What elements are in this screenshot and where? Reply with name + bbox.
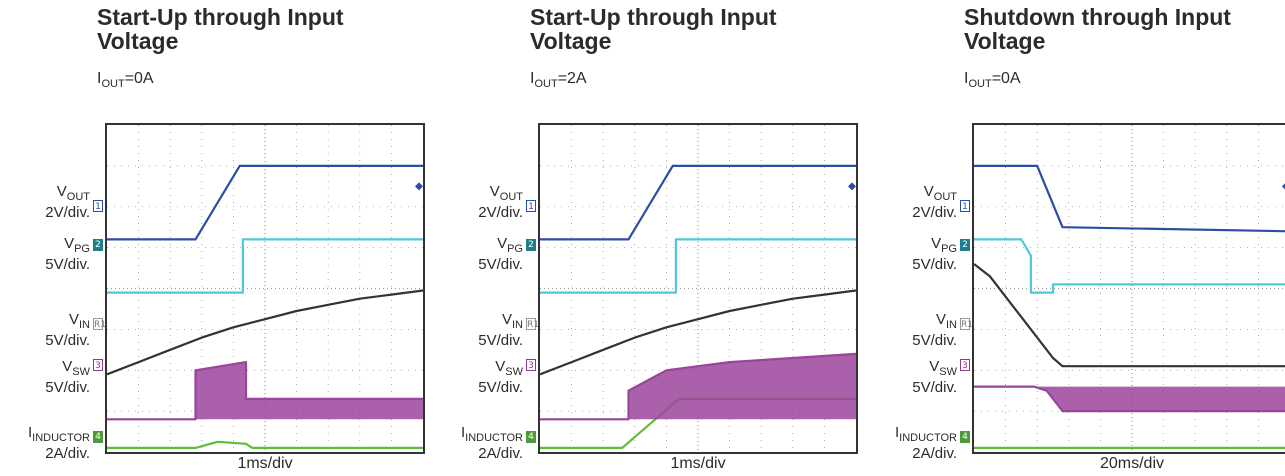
- channel-2-marker: 2: [93, 239, 103, 251]
- label-iinductor: IINDUCTOR 2A/div.: [460, 424, 523, 462]
- time-per-division: 1ms/div: [237, 455, 293, 472]
- trace-vpg: [974, 238, 1285, 294]
- label-vsw: VSW 5V/div.: [912, 358, 957, 396]
- load-condition: IOUT=0A: [97, 70, 154, 91]
- label-vpg: VPG 5V/div.: [912, 235, 957, 273]
- channel-4-marker: 4: [93, 431, 103, 443]
- reference-1-marker: R1: [93, 318, 106, 330]
- label-vout: VOUT 2V/div.: [45, 183, 90, 221]
- trace-vout: [540, 164, 856, 241]
- label-vin: VIN 5V/div.: [912, 311, 957, 349]
- time-per-division: 20ms/div: [1099, 455, 1165, 472]
- load-condition: IOUT=2A: [530, 70, 587, 91]
- scope-screen: [972, 123, 1285, 454]
- switching-envelope: [540, 353, 856, 420]
- trace-iinductor: [107, 440, 423, 449]
- reference-1-marker: R1: [526, 318, 539, 330]
- trace-vpg: [107, 238, 423, 294]
- panel-title: Start-Up through Input Voltage: [97, 4, 344, 54]
- channel-1-marker: 1: [526, 200, 536, 212]
- label-vout: VOUT 2V/div.: [912, 183, 957, 221]
- scope-panel-2: Start-Up through Input Voltage IOUT=2A V…: [433, 0, 863, 476]
- level-marker-icon: [415, 182, 423, 191]
- trace-vpg: [540, 238, 856, 294]
- channel-3-marker: 3: [960, 359, 970, 371]
- channel-3-marker: 3: [93, 359, 103, 371]
- label-vsw: VSW 5V/div.: [478, 358, 523, 396]
- switching-envelope: [974, 386, 1285, 412]
- trace-vin: [974, 263, 1285, 368]
- trace-vout: [974, 164, 1285, 233]
- panel-title: Shutdown through Input Voltage: [964, 4, 1231, 54]
- time-per-division: 1ms/div: [670, 455, 726, 472]
- label-vin: VIN 5V/div.: [45, 311, 90, 349]
- label-vpg: VPG 5V/div.: [478, 235, 523, 273]
- label-vpg: VPG 5V/div.: [45, 235, 90, 273]
- switching-envelope: [107, 362, 423, 420]
- trace-vin: [107, 289, 423, 376]
- scope-panel-1: Start-Up through Input Voltage IOUT=0A V…: [0, 0, 430, 476]
- channel-1-marker: 1: [93, 200, 103, 212]
- channel-2-marker: 2: [960, 239, 970, 251]
- label-iinductor: IINDUCTOR 2A/div.: [27, 424, 90, 462]
- label-vsw: VSW 5V/div.: [45, 358, 90, 396]
- channel-3-marker: 3: [526, 359, 536, 371]
- trace-vout: [107, 164, 423, 241]
- reference-1-marker: R1: [960, 318, 973, 330]
- trace-vin: [540, 289, 856, 376]
- scope-screen: [538, 123, 858, 454]
- graticule: [107, 125, 423, 452]
- channel-1-marker: 1: [960, 200, 970, 212]
- load-condition: IOUT=0A: [964, 70, 1021, 91]
- channel-4-marker: 4: [526, 431, 536, 443]
- channel-2-marker: 2: [526, 239, 536, 251]
- scope-panel-3: Shutdown through Input Voltage IOUT=0A V…: [867, 0, 1285, 476]
- label-iinductor: IINDUCTOR 2A/div.: [894, 424, 957, 462]
- channel-4-marker: 4: [960, 431, 970, 443]
- label-vin: VIN 5V/div.: [478, 311, 523, 349]
- scope-screen: [105, 123, 425, 454]
- level-marker-icon: [1282, 183, 1285, 190]
- level-marker-icon: [848, 182, 856, 191]
- panel-title: Start-Up through Input Voltage: [530, 4, 777, 54]
- label-vout: VOUT 2V/div.: [478, 183, 523, 221]
